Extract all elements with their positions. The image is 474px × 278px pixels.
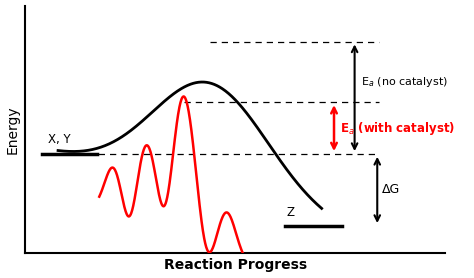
Text: X, Y: X, Y	[48, 133, 70, 146]
Text: E$_a$ (no catalyst): E$_a$ (no catalyst)	[361, 75, 447, 89]
Text: Z: Z	[287, 206, 295, 219]
Text: E$_a$ (with catalyst): E$_a$ (with catalyst)	[340, 120, 455, 136]
Y-axis label: Energy: Energy	[6, 105, 19, 153]
X-axis label: Reaction Progress: Reaction Progress	[164, 259, 307, 272]
Text: ΔG: ΔG	[382, 183, 401, 197]
